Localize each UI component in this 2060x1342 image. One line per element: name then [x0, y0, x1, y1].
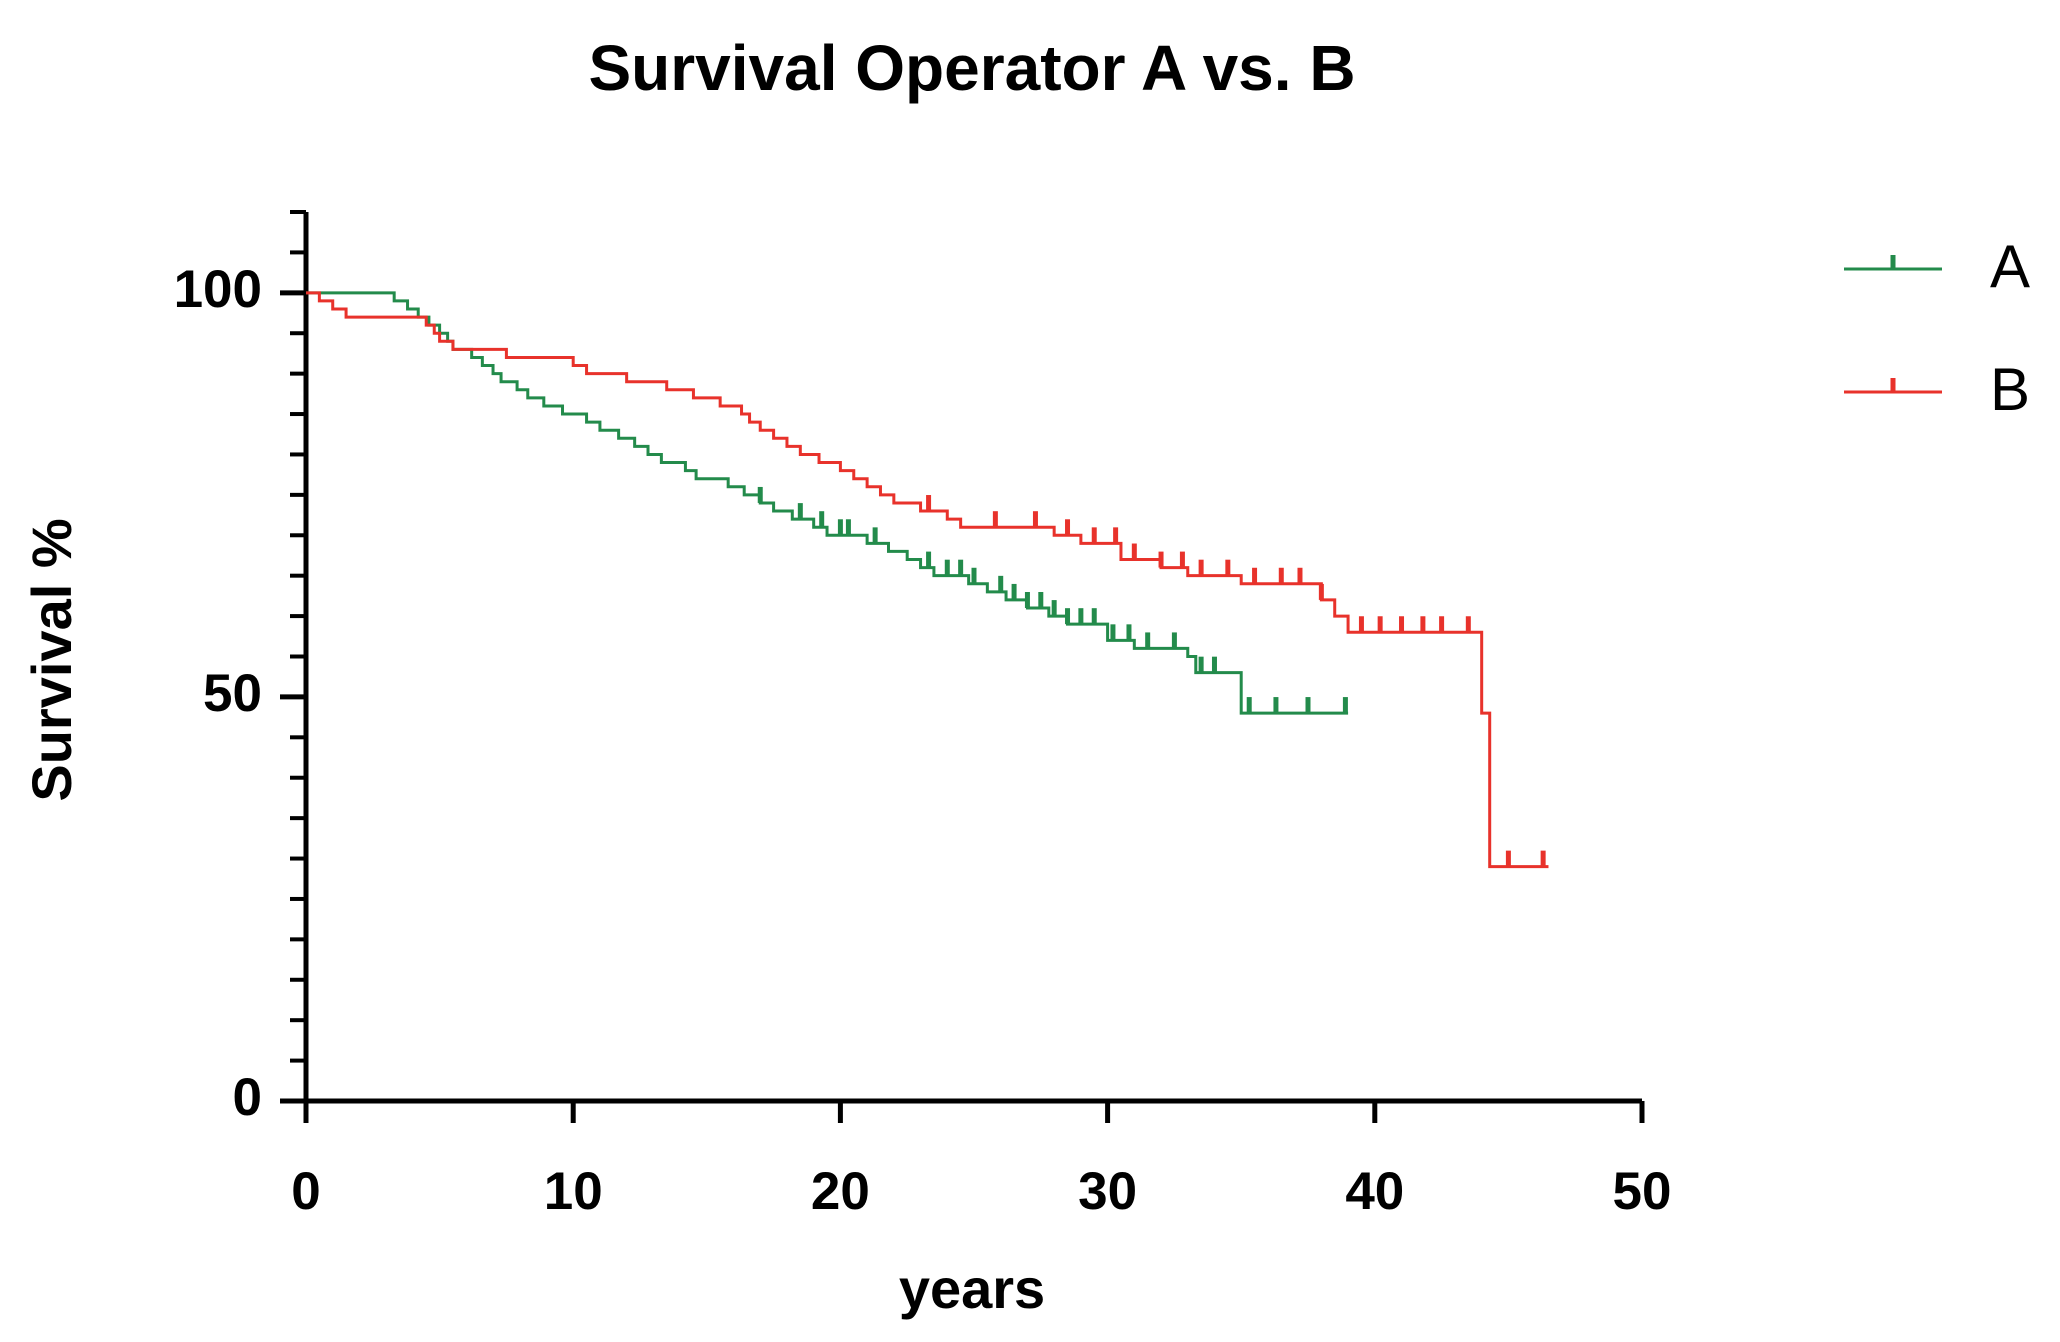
survival-curve: [306, 291, 1349, 715]
x-tick-label: 10: [544, 1162, 603, 1221]
y-tick-label: 0: [233, 1068, 262, 1127]
x-tick-label: 50: [1613, 1162, 1672, 1221]
y-axis-title: Survival %: [20, 518, 83, 801]
y-tick-label: 100: [174, 260, 262, 319]
survival-curve: [306, 291, 1549, 869]
y-tick-label: 50: [203, 664, 262, 723]
x-tick-label: 20: [811, 1162, 870, 1221]
legend-label: A: [1990, 233, 2030, 300]
chart-title: Survival Operator A vs. B: [588, 32, 1355, 104]
x-tick-label: 30: [1078, 1162, 1137, 1221]
x-tick-label: 40: [1345, 1162, 1404, 1221]
legend-label: B: [1990, 356, 2030, 423]
x-axis-title: years: [899, 1257, 1045, 1320]
x-tick-label: 0: [291, 1162, 320, 1221]
